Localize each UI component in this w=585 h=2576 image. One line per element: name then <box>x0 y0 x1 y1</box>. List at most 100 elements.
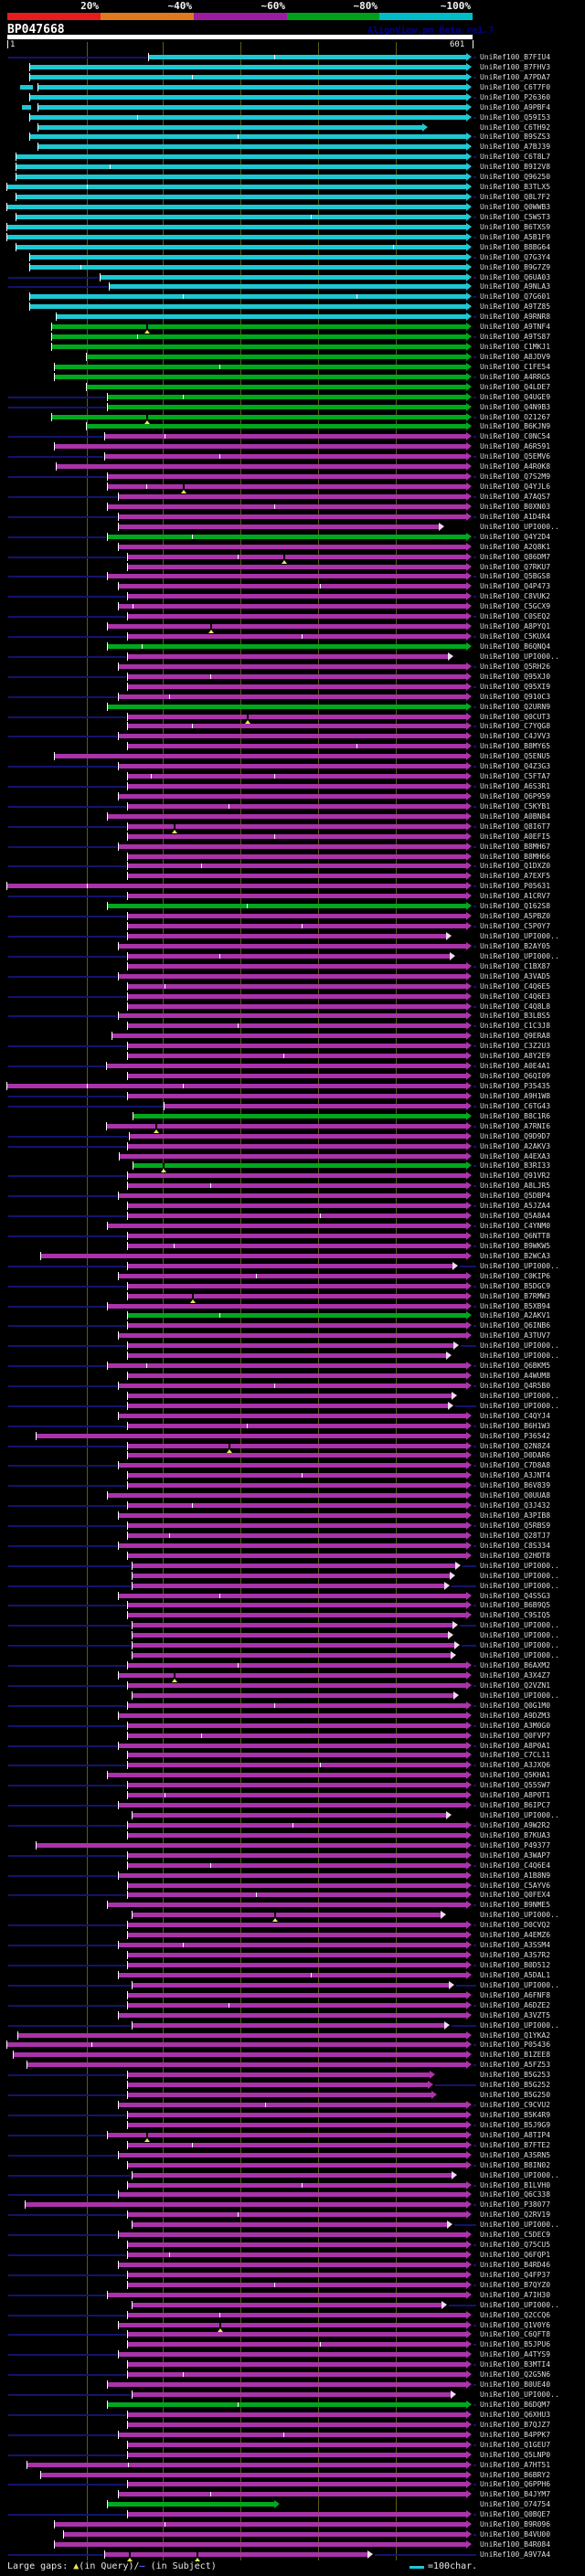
alignment-bar[interactable] <box>7 204 466 209</box>
alignment-row[interactable]: UniRef100_Q6P959 <box>0 791 585 802</box>
alignment-bar[interactable] <box>38 104 466 110</box>
alignment-bar[interactable] <box>30 94 466 100</box>
alignment-row[interactable]: UniRef100_B5G250 <box>0 2091 585 2101</box>
alignment-row[interactable]: UniRef100_UPI000.. <box>0 1811 585 1821</box>
alignment-row[interactable]: UniRef100_UPI000.. <box>0 1581 585 1592</box>
subject-label[interactable]: UniRef100_Q5KHA1 <box>480 1771 551 1780</box>
subject-label[interactable]: UniRef100_Q91VR2 <box>480 1171 551 1181</box>
alignment-row[interactable]: UniRef100_A3X4Z7 <box>0 1670 585 1682</box>
alignment-row[interactable]: UniRef100_A0E4A1 <box>0 1062 585 1072</box>
alignment-row[interactable]: UniRef100_Q2N8Z4 <box>0 1441 585 1453</box>
alignment-bar[interactable] <box>119 2322 466 2327</box>
subject-label[interactable]: UniRef100_A8TIP4 <box>480 2130 551 2139</box>
subject-label[interactable]: UniRef100_C6TG43 <box>480 1101 551 1110</box>
subject-label[interactable]: UniRef100_P36542 <box>480 1431 551 1440</box>
alignment-bar[interactable] <box>30 74 466 80</box>
alignment-row[interactable]: UniRef100_Q96250 <box>0 173 585 183</box>
alignment-bar[interactable] <box>119 2262 466 2267</box>
alignment-row[interactable]: UniRef100_C1MKJ1 <box>0 343 585 353</box>
alignment-row[interactable]: UniRef100_B5K4R9 <box>0 2110 585 2121</box>
alignment-bar[interactable] <box>128 2002 466 2008</box>
alignment-row[interactable]: UniRef100_A9RNR8 <box>0 313 585 323</box>
alignment-row[interactable]: UniRef100_A2AKV3 <box>0 1141 585 1152</box>
alignment-bar[interactable] <box>16 195 466 200</box>
subject-label[interactable]: UniRef100_A9NLA3 <box>480 282 551 292</box>
alignment-bar[interactable] <box>128 594 466 599</box>
subject-label[interactable]: UniRef100_UPI000.. <box>480 1391 559 1400</box>
alignment-row[interactable]: UniRef100_A3WAP7 <box>0 1850 585 1861</box>
subject-label[interactable]: UniRef100_C0SEQ2 <box>480 612 551 621</box>
subject-label[interactable]: UniRef100_B9SZS3 <box>480 133 551 142</box>
alignment-bar[interactable] <box>130 1133 466 1139</box>
alignment-bar[interactable] <box>128 1852 466 1858</box>
alignment-row[interactable]: UniRef100_B6V839 <box>0 1481 585 1491</box>
alignment-bar[interactable] <box>52 334 466 340</box>
subject-label[interactable]: UniRef100_P38077 <box>480 2200 551 2210</box>
alignment-bar[interactable] <box>128 1613 466 1618</box>
subject-label[interactable]: UniRef100_Q7RKU7 <box>480 562 551 571</box>
alignment-bar[interactable] <box>128 2422 466 2427</box>
alignment-row[interactable]: UniRef100_UPI000.. <box>0 1561 585 1572</box>
alignment-bar[interactable] <box>128 744 466 749</box>
alignment-row[interactable]: UniRef100_B7FHV3 <box>0 62 585 73</box>
alignment-bar[interactable] <box>128 1093 466 1098</box>
subject-label[interactable]: UniRef100_UPI000.. <box>480 1691 559 1700</box>
subject-label[interactable]: UniRef100_Q6XHU3 <box>480 2410 551 2419</box>
subject-label[interactable]: UniRef100_C6TH92 <box>480 122 551 132</box>
alignment-bar[interactable] <box>108 404 466 409</box>
alignment-row[interactable]: UniRef100_B5XB94 <box>0 1301 585 1312</box>
subject-label[interactable]: UniRef100_C5FTA7 <box>480 772 551 781</box>
subject-label[interactable]: UniRef100_B8MH66 <box>480 852 551 861</box>
alignment-bar[interactable] <box>108 704 466 709</box>
subject-label[interactable]: UniRef100_A4TYS9 <box>480 2350 551 2359</box>
alignment-row[interactable]: UniRef100_A5JZA4 <box>0 1202 585 1212</box>
alignment-row[interactable]: UniRef100_Q5A8A4 <box>0 1212 585 1222</box>
subject-label[interactable]: UniRef100_Q8I6T7 <box>480 822 551 831</box>
subject-label[interactable]: UniRef100_A3M0G0 <box>480 1721 551 1730</box>
alignment-bar[interactable] <box>87 354 466 359</box>
subject-label[interactable]: UniRef100_Q7G3Y4 <box>480 252 551 261</box>
alignment-row[interactable]: UniRef100_Q1YKA2 <box>0 2030 585 2041</box>
subject-label[interactable]: UniRef100_C0NC54 <box>480 432 551 441</box>
alignment-row[interactable]: UniRef100_A8Y2E9 <box>0 1052 585 1062</box>
alignment-row[interactable]: UniRef100_C4YNM0 <box>0 1222 585 1232</box>
alignment-bar[interactable] <box>128 2212 466 2218</box>
subject-label[interactable]: UniRef100_Q6QI09 <box>480 1072 551 1081</box>
alignment-bar[interactable] <box>128 1313 466 1319</box>
alignment-row[interactable]: UniRef100_A7HT51 <box>0 2460 585 2471</box>
subject-label[interactable]: UniRef100_B0UE40 <box>480 2380 551 2390</box>
alignment-bar[interactable] <box>30 64 466 69</box>
alignment-row[interactable]: UniRef100_UPI000.. <box>0 1571 585 1582</box>
alignment-bar[interactable] <box>128 1923 466 1928</box>
alignment-bar[interactable] <box>128 1243 466 1248</box>
alignment-row[interactable]: UniRef100_C5FTA7 <box>0 772 585 782</box>
subject-label[interactable]: UniRef100_C5AYV6 <box>480 1881 551 1890</box>
alignment-bar[interactable] <box>7 234 466 239</box>
alignment-row[interactable]: UniRef100_A9TNF4 <box>0 323 585 334</box>
subject-label[interactable]: UniRef100_A8PYQ1 <box>480 622 551 631</box>
subject-label[interactable]: UniRef100_C1MKJ1 <box>480 343 551 352</box>
alignment-row[interactable]: UniRef100_C5KYB1 <box>0 801 585 812</box>
alignment-row[interactable]: UniRef100_A3M0G0 <box>0 1721 585 1732</box>
alignment-bar[interactable] <box>119 1712 466 1718</box>
alignment-bar[interactable] <box>119 2232 466 2238</box>
alignment-bar[interactable] <box>16 154 466 160</box>
subject-label[interactable]: UniRef100_B7FHV3 <box>480 62 551 71</box>
alignment-row[interactable]: UniRef100_A8P0T1 <box>0 1791 585 1801</box>
subject-label[interactable]: UniRef100_B4VU00 <box>480 2530 551 2539</box>
alignment-row[interactable]: UniRef100_C7YQG8 <box>0 722 585 732</box>
alignment-bar[interactable] <box>57 314 466 320</box>
alignment-row[interactable]: UniRef100_C5AYV6 <box>0 1881 585 1892</box>
subject-label[interactable]: UniRef100_A9TNF4 <box>480 323 551 332</box>
subject-label[interactable]: UniRef100_B5G253 <box>480 2071 551 2080</box>
alignment-row[interactable]: UniRef100_C5P0Y7 <box>0 922 585 932</box>
alignment-bar[interactable] <box>133 1163 466 1169</box>
subject-label[interactable]: UniRef100_A3JNT4 <box>480 1471 551 1480</box>
alignment-bar[interactable] <box>119 604 466 610</box>
subject-label[interactable]: UniRef100_A8P0A1 <box>480 1741 551 1750</box>
subject-label[interactable]: UniRef100_Q6UA03 <box>480 272 551 281</box>
alignment-row[interactable]: UniRef100_Q1DXZ0 <box>0 862 585 872</box>
alignment-bar[interactable] <box>119 764 466 769</box>
subject-label[interactable]: UniRef100_UPI000.. <box>480 1581 559 1590</box>
alignment-row[interactable]: UniRef100_A0EFI5 <box>0 832 585 843</box>
